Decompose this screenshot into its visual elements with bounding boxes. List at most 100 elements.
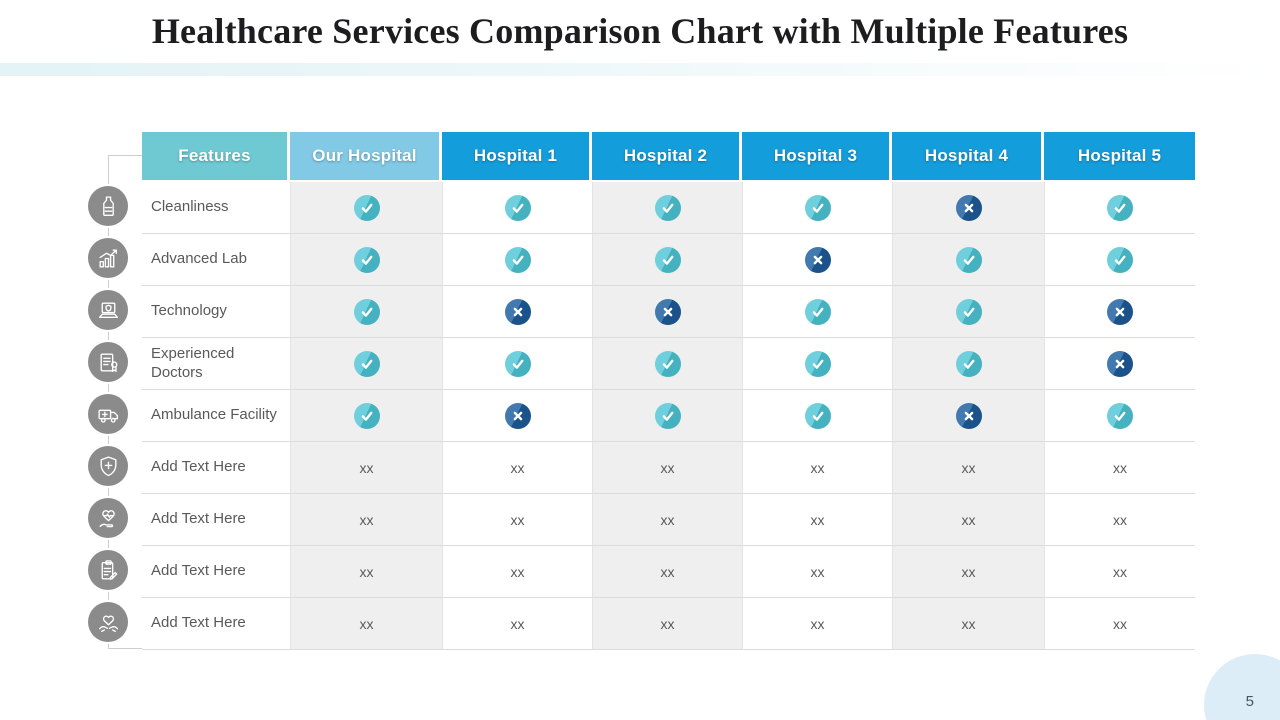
comparison-cell bbox=[290, 338, 442, 390]
check-icon bbox=[654, 246, 681, 273]
comparison-cell bbox=[892, 286, 1044, 338]
check-icon bbox=[1107, 194, 1133, 221]
comparison-cell bbox=[592, 338, 742, 390]
check-icon bbox=[955, 350, 982, 377]
column-header-hospital-2: Hospital 2 bbox=[592, 132, 742, 180]
heart-pulse-hand-icon bbox=[88, 498, 128, 538]
comparison-cell bbox=[1044, 338, 1195, 390]
comparison-cell: xx bbox=[290, 494, 442, 546]
placeholder-value: xx bbox=[510, 563, 525, 580]
feature-label: Technology bbox=[142, 286, 290, 338]
check-icon bbox=[654, 194, 681, 221]
placeholder-value: xx bbox=[1113, 563, 1127, 580]
placeholder-value: xx bbox=[359, 615, 374, 632]
placeholder-value: xx bbox=[1113, 459, 1127, 476]
check-icon bbox=[353, 246, 380, 273]
comparison-cell bbox=[442, 286, 592, 338]
feature-label: Advanced Lab bbox=[142, 234, 290, 286]
column-header-hospital-1: Hospital 1 bbox=[442, 132, 592, 180]
comparison-cell bbox=[290, 286, 442, 338]
column-header-hospital-4: Hospital 4 bbox=[892, 132, 1044, 180]
comparison-cell: xx bbox=[892, 494, 1044, 546]
check-icon bbox=[955, 246, 982, 273]
comparison-table: Features Our Hospital Hospital 1 Hospital 2… bbox=[142, 132, 1195, 650]
check-icon bbox=[504, 350, 531, 377]
placeholder-value: xx bbox=[961, 563, 976, 580]
placeholder-value: xx bbox=[510, 459, 525, 476]
comparison-cell bbox=[592, 390, 742, 442]
placeholder-value: xx bbox=[660, 459, 675, 476]
placeholder-value: xx bbox=[660, 615, 675, 632]
check-icon bbox=[504, 246, 531, 273]
hands-holding-heart-icon bbox=[88, 602, 128, 642]
page-title: Healthcare Services Comparison Chart wit… bbox=[151, 11, 1129, 51]
cross-icon bbox=[654, 298, 681, 325]
comparison-cell bbox=[742, 182, 892, 234]
cross-icon bbox=[955, 402, 982, 429]
page-number: 5 bbox=[1245, 693, 1254, 710]
comparison-cell bbox=[442, 338, 592, 390]
comparison-cell: xx bbox=[592, 494, 742, 546]
check-icon bbox=[353, 194, 380, 221]
comparison-cell bbox=[1044, 390, 1195, 442]
check-icon bbox=[804, 402, 831, 429]
comparison-cell bbox=[742, 338, 892, 390]
comparison-cell: xx bbox=[1044, 598, 1195, 650]
placeholder-value: xx bbox=[359, 459, 374, 476]
column-header-hospital-5: Hospital 5 bbox=[1044, 132, 1195, 180]
placeholder-value: xx bbox=[510, 615, 525, 632]
column-header-our-hospital: Our Hospital bbox=[290, 132, 442, 180]
connector-line-top bbox=[108, 155, 142, 156]
feature-label: Add Text Here bbox=[142, 494, 290, 546]
comparison-cell: xx bbox=[1044, 442, 1195, 494]
placeholder-value: xx bbox=[961, 615, 976, 632]
feature-label: Ambulance Facility bbox=[142, 390, 290, 442]
comparison-cell bbox=[1044, 182, 1195, 234]
cross-icon bbox=[1107, 350, 1133, 377]
check-icon bbox=[804, 194, 831, 221]
title-accent-strip bbox=[0, 63, 1280, 76]
feature-label: Cleanliness bbox=[142, 182, 290, 234]
column-header-features: Features bbox=[142, 132, 290, 180]
comparison-cell bbox=[742, 286, 892, 338]
check-icon bbox=[955, 298, 982, 325]
feature-label: Add Text Here bbox=[142, 546, 290, 598]
comparison-cell: xx bbox=[592, 598, 742, 650]
comparison-cell: xx bbox=[290, 546, 442, 598]
comparison-cell: xx bbox=[742, 598, 892, 650]
table-header-row: Features Our Hospital Hospital 1 Hospital 2… bbox=[142, 132, 1195, 180]
placeholder-value: xx bbox=[961, 511, 976, 528]
feature-label: Experienced Doctors bbox=[142, 338, 290, 390]
growth-chart-icon bbox=[88, 238, 128, 278]
comparison-cell bbox=[442, 234, 592, 286]
cross-icon bbox=[955, 194, 982, 221]
comparison-cell bbox=[442, 182, 592, 234]
comparison-cell bbox=[1044, 234, 1195, 286]
medical-shield-icon bbox=[88, 446, 128, 486]
placeholder-value: xx bbox=[510, 511, 525, 528]
check-icon bbox=[654, 402, 681, 429]
check-icon bbox=[353, 350, 380, 377]
check-icon bbox=[1107, 246, 1133, 273]
placeholder-value: xx bbox=[810, 615, 825, 632]
comparison-cell: xx bbox=[442, 442, 592, 494]
cross-icon bbox=[1107, 298, 1133, 325]
placeholder-value: xx bbox=[359, 511, 374, 528]
comparison-cell: xx bbox=[742, 546, 892, 598]
comparison-cell: xx bbox=[892, 442, 1044, 494]
placeholder-value: xx bbox=[810, 563, 825, 580]
comparison-cell bbox=[742, 390, 892, 442]
laptop-shield-icon bbox=[88, 290, 128, 330]
comparison-cell bbox=[290, 390, 442, 442]
comparison-cell: xx bbox=[290, 442, 442, 494]
placeholder-value: xx bbox=[660, 563, 675, 580]
comparison-cell bbox=[290, 234, 442, 286]
comparison-cell bbox=[442, 390, 592, 442]
table-body: Cleanliness Advanced Lab Technology Experie… bbox=[142, 182, 1195, 650]
comparison-cell: xx bbox=[442, 598, 592, 650]
comparison-cell: xx bbox=[592, 546, 742, 598]
comparison-cell bbox=[1044, 286, 1195, 338]
placeholder-value: xx bbox=[961, 459, 976, 476]
page-number-badge bbox=[1204, 654, 1280, 720]
